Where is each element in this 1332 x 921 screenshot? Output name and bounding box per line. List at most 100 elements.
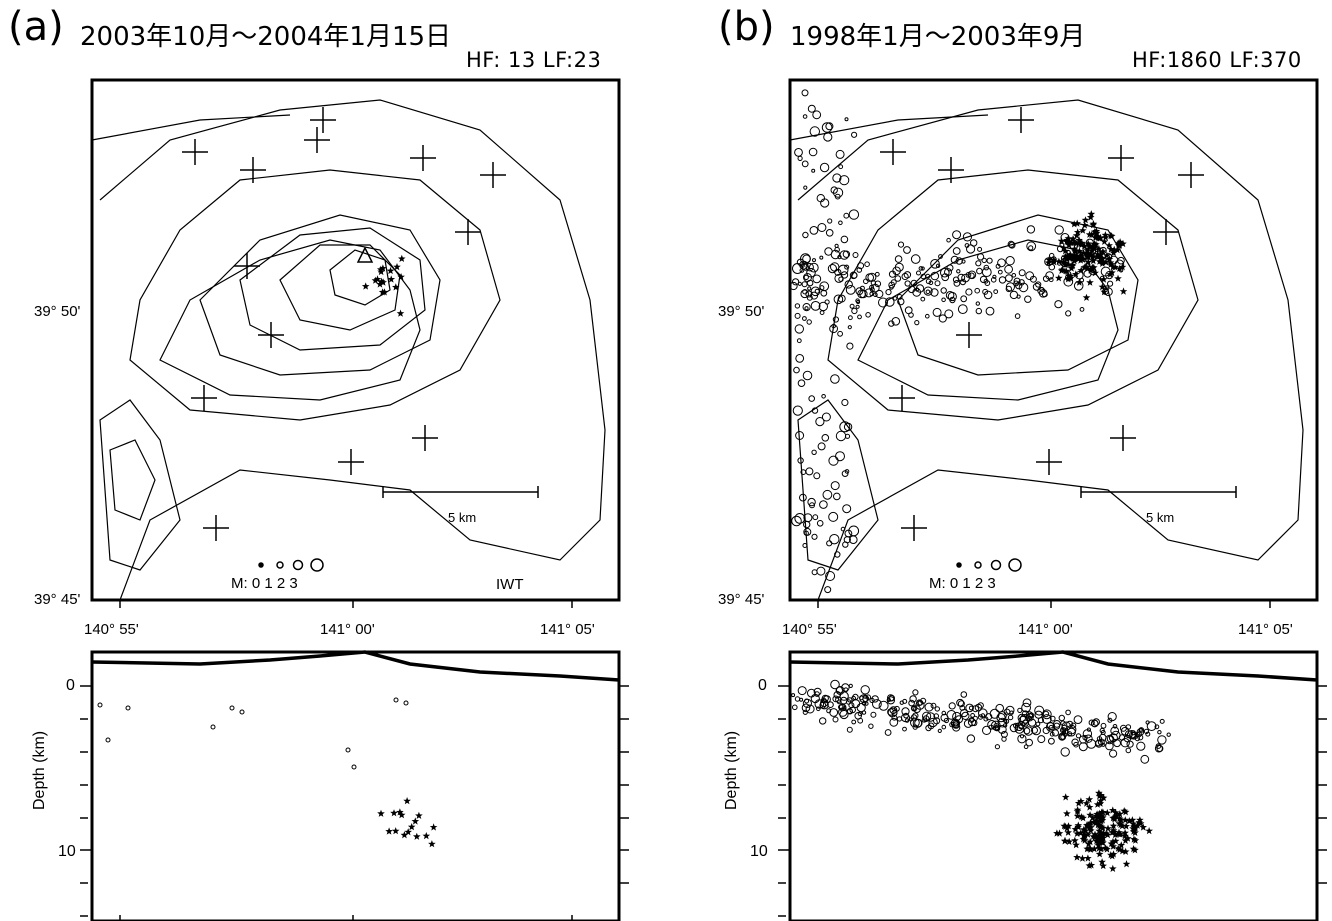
- high-frequency-event-circle: [797, 457, 804, 464]
- high-frequency-event-circle: [1051, 729, 1059, 737]
- high-frequency-event-circle: [894, 275, 902, 282]
- lon-label: 141° 05': [540, 621, 595, 638]
- high-frequency-event-circle: [1066, 731, 1073, 737]
- high-frequency-event-circle: [930, 259, 940, 269]
- low-frequency-event-star: [377, 809, 385, 817]
- high-frequency-event-circle: [1014, 724, 1025, 734]
- low-frequency-event-star: [428, 840, 436, 848]
- low-frequency-event-star: [390, 809, 398, 817]
- low-frequency-event-star: [397, 273, 405, 281]
- high-frequency-event-circle: [938, 254, 943, 259]
- low-frequency-event-star: [1099, 247, 1107, 255]
- high-frequency-event-circle: [1014, 313, 1021, 319]
- high-frequency-event-circle: [913, 705, 921, 713]
- high-frequency-event-circle: [1066, 720, 1074, 728]
- high-frequency-event-circle: [968, 717, 975, 723]
- low-frequency-event-star: [1086, 213, 1095, 221]
- high-frequency-event-circle: [125, 705, 131, 711]
- high-frequency-event-circle: [832, 316, 839, 323]
- high-frequency-event-circle: [834, 243, 839, 248]
- high-frequency-event-circle: [966, 734, 976, 743]
- high-frequency-event-circle: [1013, 277, 1021, 285]
- low-frequency-event-star: [403, 797, 411, 805]
- low-frequency-event-star: [1130, 835, 1138, 843]
- high-frequency-event-circle: [901, 272, 909, 281]
- high-frequency-event-circle: [403, 700, 409, 706]
- high-frequency-event-circle: [910, 717, 920, 728]
- low-frequency-event-star: [1115, 819, 1124, 827]
- high-frequency-event-circle: [851, 699, 861, 708]
- high-frequency-event-circle: [962, 232, 972, 242]
- high-frequency-event-circle: [1084, 734, 1093, 743]
- low-frequency-event-star: [1131, 836, 1140, 844]
- high-frequency-event-circle: [957, 700, 965, 708]
- high-frequency-event-circle: [1041, 291, 1048, 298]
- high-frequency-event-circle: [910, 279, 918, 287]
- low-frequency-event-star: [1074, 255, 1083, 263]
- low-frequency-event-star: [1072, 270, 1080, 278]
- high-frequency-event-circle: [856, 267, 863, 273]
- low-frequency-event-star: [1125, 817, 1134, 825]
- high-frequency-event-circle: [846, 726, 853, 733]
- high-frequency-event-circle: [802, 370, 813, 381]
- low-frequency-event-star: [1110, 245, 1118, 253]
- high-frequency-event-circle: [940, 267, 950, 278]
- high-frequency-event-circle: [1037, 717, 1044, 724]
- low-frequency-event-star: [1098, 283, 1107, 291]
- high-frequency-event-circle: [894, 255, 903, 263]
- high-frequency-event-circle: [799, 260, 809, 270]
- high-frequency-event-circle: [1113, 739, 1122, 748]
- high-frequency-event-circle: [849, 303, 855, 309]
- high-frequency-event-circle: [889, 284, 894, 290]
- high-frequency-event-circle: [952, 719, 960, 727]
- high-frequency-event-circle: [923, 286, 933, 296]
- high-frequency-event-circle: [940, 287, 947, 294]
- high-frequency-event-circle: [956, 269, 961, 274]
- high-frequency-event-circle: [1111, 730, 1121, 741]
- high-frequency-event-circle: [1071, 738, 1079, 746]
- low-frequency-event-star: [1099, 793, 1108, 802]
- low-frequency-event-star: [373, 275, 382, 283]
- high-frequency-event-circle: [791, 515, 802, 527]
- high-frequency-event-circle: [997, 717, 1008, 728]
- low-frequency-event-star: [1085, 230, 1094, 238]
- high-frequency-event-circle: [1007, 714, 1014, 721]
- high-frequency-event-circle: [952, 247, 961, 255]
- low-frequency-event-star: [1107, 245, 1115, 253]
- low-frequency-event-star: [1055, 274, 1063, 282]
- high-frequency-event-circle: [830, 679, 840, 690]
- high-frequency-event-circle: [835, 451, 845, 462]
- high-frequency-event-circle: [837, 330, 844, 337]
- high-frequency-event-circle: [816, 566, 826, 576]
- high-frequency-event-circle: [809, 226, 819, 235]
- high-frequency-event-circle: [795, 431, 805, 440]
- low-frequency-event-star: [1115, 845, 1124, 853]
- high-frequency-event-circle: [955, 257, 963, 265]
- high-frequency-event-circle: [1046, 721, 1054, 729]
- high-frequency-event-circle: [851, 307, 858, 315]
- high-frequency-event-circle: [1154, 744, 1163, 753]
- map-frame: [788, 78, 1319, 602]
- high-frequency-event-circle: [794, 312, 801, 319]
- high-frequency-event-circle: [861, 701, 867, 706]
- low-frequency-event-star: [1074, 239, 1083, 247]
- high-frequency-event-circle: [1031, 726, 1038, 734]
- low-frequency-event-star: [1094, 838, 1102, 846]
- low-frequency-event-star: [1082, 262, 1090, 271]
- high-frequency-event-circle: [826, 708, 832, 714]
- low-frequency-event-star: [1101, 233, 1110, 241]
- low-frequency-event-star: [1111, 830, 1120, 839]
- low-frequency-event-star: [1063, 809, 1071, 817]
- high-frequency-event-circle: [878, 297, 888, 308]
- low-frequency-event-star: [1099, 824, 1107, 832]
- high-frequency-event-circle: [1092, 718, 1101, 726]
- low-frequency-event-star: [1061, 260, 1070, 268]
- high-frequency-event-circle: [1017, 734, 1027, 744]
- low-frequency-event-star: [1064, 275, 1073, 283]
- high-frequency-event-circle: [848, 525, 860, 537]
- low-frequency-event-star: [1070, 239, 1078, 247]
- depth-axis-label: Depth (km): [723, 731, 740, 810]
- low-frequency-event-star: [400, 831, 409, 839]
- high-frequency-event-circle: [992, 274, 997, 279]
- high-frequency-event-circle: [925, 278, 932, 285]
